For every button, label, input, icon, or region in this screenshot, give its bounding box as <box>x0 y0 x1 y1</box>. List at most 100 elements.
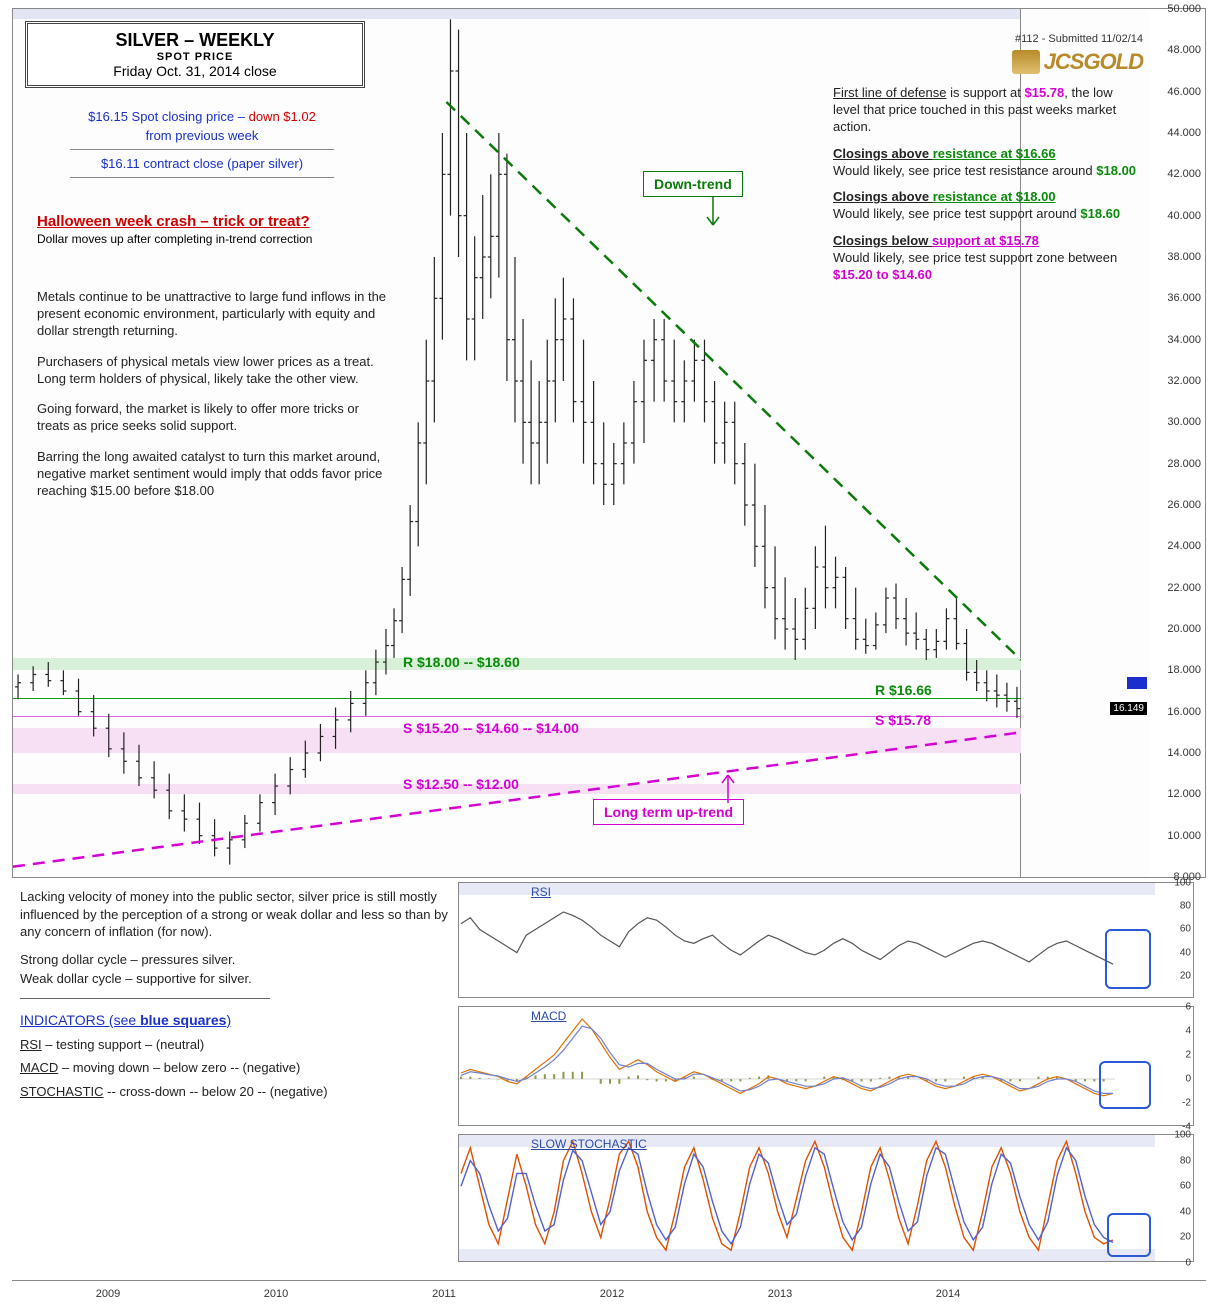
y-tick-small: 6 <box>1185 1002 1191 1013</box>
logo-text: JCSGOLD <box>1044 49 1143 75</box>
lower-p3: Weak dollar cycle – supportive for silve… <box>20 970 450 988</box>
main-chart-container: 8.00010.00012.00014.00016.00018.00020.00… <box>12 8 1206 878</box>
macd-name: MACD <box>20 1060 58 1075</box>
spot-info: $16.15 Spot closing price – down $1.02 f… <box>37 109 367 184</box>
b2-body-a: Would likely, see price test support aro… <box>833 206 1080 221</box>
note-r1666: Closings above resistance at $16.66 Woul… <box>833 146 1143 180</box>
submitted: #112 - Submitted 11/02/14 <box>833 33 1143 45</box>
y-tick-small: 80 <box>1180 1155 1191 1166</box>
y-tick: 36.000 <box>1167 292 1201 304</box>
macd-status: MACD – moving down – below zero -- (nega… <box>20 1059 450 1077</box>
spot-close-a: $16.15 Spot closing price – <box>88 109 248 124</box>
x-axis: 200920102011201220132014 <box>12 1280 1206 1302</box>
y-tick: 44.000 <box>1167 127 1201 139</box>
x-tick: 2013 <box>768 1288 792 1300</box>
y-tick: 14.000 <box>1167 747 1201 759</box>
stoch-blue-square <box>1107 1213 1151 1257</box>
stoch-panel: SLOW STOCHASTIC 020406080100 <box>458 1134 1194 1262</box>
y-tick: 42.000 <box>1167 168 1201 180</box>
commentary-p2: Purchasers of physical metals view lower… <box>37 354 387 388</box>
title-line1: SILVER – WEEKLY <box>34 30 356 51</box>
y-tick-small: 0 <box>1185 1074 1191 1085</box>
y-tick-small: 40 <box>1180 1206 1191 1217</box>
ind-head-c: ) <box>226 1012 231 1028</box>
y-tick-small: 60 <box>1180 924 1191 935</box>
logo: JCSGOLD <box>833 49 1143 75</box>
x-tick: 2009 <box>96 1288 120 1300</box>
commentary-p1: Metals continue to be unattractive to la… <box>37 289 387 340</box>
macd-blue-square <box>1099 1061 1151 1109</box>
y-tick: 32.000 <box>1167 375 1201 387</box>
title-line2: SPOT PRICE <box>34 51 356 63</box>
rsi-panel: RSI 20406080100 <box>458 882 1194 998</box>
commentary-p4: Barring the long awaited catalyst to tur… <box>37 449 387 500</box>
y-tick-small: 40 <box>1180 947 1191 958</box>
y-tick: 34.000 <box>1167 334 1201 346</box>
y-tick: 10.000 <box>1167 830 1201 842</box>
y-tick: 48.000 <box>1167 44 1201 56</box>
lower-p1: Lacking velocity of money into the publi… <box>20 888 450 941</box>
defense-a: First line of defense <box>833 85 946 100</box>
x-tick: 2012 <box>600 1288 624 1300</box>
headline: Halloween week crash – trick or treat? <box>37 213 367 230</box>
spot-close: $16.15 Spot closing price – down $1.02 <box>37 109 367 124</box>
rsi-label: RSI <box>531 885 551 899</box>
y-tick: 40.000 <box>1167 210 1201 222</box>
rsi-name: RSI <box>20 1037 42 1052</box>
down-trend-label: Down-trend <box>643 171 743 197</box>
y-tick: 46.000 <box>1167 86 1201 98</box>
defense-b: is support at <box>946 85 1024 100</box>
y-tick: 16.000 <box>1167 706 1201 718</box>
lower-commentary: Lacking velocity of money into the publi… <box>20 888 450 1106</box>
rsi-s: – testing support – (neutral) <box>42 1037 205 1052</box>
note-r18: Closings above resistance at $18.00 Woul… <box>833 189 1143 223</box>
y-tick-small: 4 <box>1185 1026 1191 1037</box>
b1-head-a: Closings above <box>833 146 933 161</box>
lower-container: Lacking velocity of money into the publi… <box>12 882 1206 1278</box>
macd-panel: MACD -4-20246 <box>458 1006 1194 1126</box>
y-tick: 18.000 <box>1167 664 1201 676</box>
b2-head-a: Closings above <box>833 189 933 204</box>
rsi-svg <box>459 883 1155 999</box>
headline-sub: Dollar moves up after completing in-tren… <box>37 232 367 246</box>
y-tick: 24.000 <box>1167 540 1201 552</box>
divider <box>70 149 334 150</box>
b2-body-b: $18.60 <box>1080 206 1120 221</box>
x-tick: 2011 <box>432 1288 456 1300</box>
y-tick: 28.000 <box>1167 458 1201 470</box>
y-tick: 12.000 <box>1167 788 1201 800</box>
right-notes: #112 - Submitted 11/02/14 JCSGOLD First … <box>833 33 1143 294</box>
blue-marker <box>1127 677 1147 689</box>
b1-head-b: resistance at $16.66 <box>933 146 1056 161</box>
y-tick-small: 20 <box>1180 970 1191 981</box>
indicators-heading: INDICATORS (see blue squares) <box>20 1011 450 1030</box>
label-s12: S $12.50 -- $12.00 <box>403 776 519 792</box>
label-r1666: R $16.66 <box>875 682 932 698</box>
last-price-marker: 16.149 <box>1110 702 1147 715</box>
b1-body-a: Would likely, see price test resistance … <box>833 163 1096 178</box>
y-tick-small: 2 <box>1185 1050 1191 1061</box>
macd-s: – moving down – below zero -- (negative) <box>58 1060 300 1075</box>
divider <box>70 177 334 178</box>
lower-p2: Strong dollar cycle – pressures silver. <box>20 951 450 969</box>
y-tick: 20.000 <box>1167 623 1201 635</box>
defense-note: First line of defense is support at $15.… <box>833 85 1143 136</box>
y-tick-small: 100 <box>1174 878 1191 889</box>
down-trend-pointer <box>698 197 728 237</box>
y-tick-small: 0 <box>1185 1258 1191 1269</box>
b3-body-a: Would likely, see price test support zon… <box>833 250 1117 265</box>
commentary: Metals continue to be unattractive to la… <box>37 289 387 514</box>
y-tick-small: 20 <box>1180 1232 1191 1243</box>
b1-body-b: $18.00 <box>1096 163 1136 178</box>
headline-block: Halloween week crash – trick or treat? D… <box>37 213 367 246</box>
b3-head-b: support at $15.78 <box>932 233 1039 248</box>
stoch-s: -- cross-down -- below 20 -- (negative) <box>104 1084 328 1099</box>
stoch-label: SLOW STOCHASTIC <box>531 1137 647 1151</box>
y-tick-small: 100 <box>1174 1130 1191 1141</box>
rsi-status: RSI – testing support – (neutral) <box>20 1036 450 1054</box>
macd-svg <box>459 1007 1155 1127</box>
y-tick: 26.000 <box>1167 499 1201 511</box>
spot-close-change: down $1.02 <box>249 109 316 124</box>
divider <box>20 998 270 999</box>
contract-close: $16.11 contract close (paper silver) <box>37 156 367 171</box>
